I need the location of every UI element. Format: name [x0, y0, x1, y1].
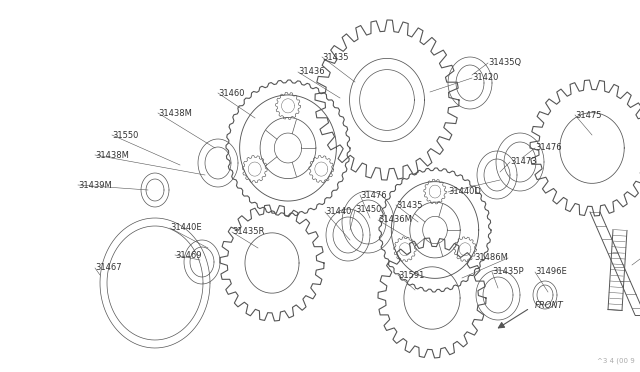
- Text: 31591: 31591: [398, 270, 424, 279]
- Text: 31469: 31469: [175, 250, 202, 260]
- Text: 31435: 31435: [396, 201, 422, 209]
- Text: 31476: 31476: [535, 144, 562, 153]
- Text: 31438M: 31438M: [95, 151, 129, 160]
- Text: 31475: 31475: [575, 110, 602, 119]
- Text: 31440D: 31440D: [448, 187, 481, 196]
- Text: 31486M: 31486M: [474, 253, 508, 263]
- Text: 31435R: 31435R: [232, 228, 264, 237]
- Text: 31439M: 31439M: [78, 180, 112, 189]
- Text: 31435P: 31435P: [492, 267, 524, 276]
- Text: 31496E: 31496E: [535, 267, 567, 276]
- Text: 31550: 31550: [112, 131, 138, 140]
- Text: ^3 4 (00 9: ^3 4 (00 9: [597, 357, 635, 364]
- Text: 31473: 31473: [510, 157, 536, 167]
- Text: 31476: 31476: [360, 190, 387, 199]
- Text: 31420: 31420: [472, 74, 499, 83]
- Text: 31436: 31436: [298, 67, 324, 77]
- Text: 31438M: 31438M: [158, 109, 192, 118]
- Text: 31435: 31435: [322, 52, 349, 61]
- Text: 31467: 31467: [95, 263, 122, 273]
- Text: 31440: 31440: [325, 208, 351, 217]
- Text: 31436M: 31436M: [378, 215, 412, 224]
- Text: 31460: 31460: [218, 89, 244, 97]
- Text: FRONT: FRONT: [535, 301, 564, 310]
- Text: 31450: 31450: [355, 205, 381, 215]
- Text: 31440E: 31440E: [170, 224, 202, 232]
- Text: 31435Q: 31435Q: [488, 58, 521, 67]
